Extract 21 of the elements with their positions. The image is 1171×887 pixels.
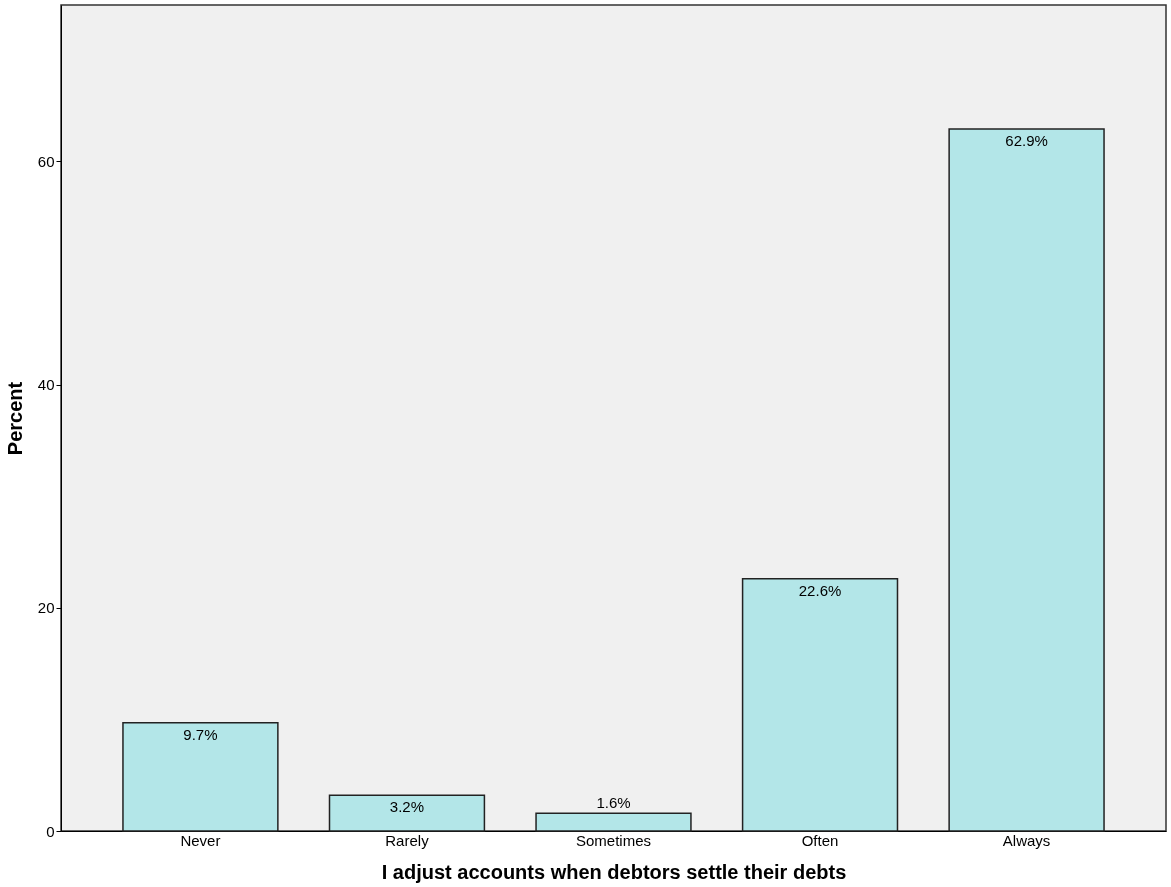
data-label: 9.7% [183,725,218,743]
y-tick-label: 40 [37,376,55,394]
x-tick-label: Rarely [385,831,430,849]
x-tick-label: Often [801,831,839,849]
x-tick-label: Sometimes [575,831,652,849]
x-tick-label: Never [180,831,221,849]
bar [535,812,692,832]
bar [948,128,1105,832]
bar [741,577,899,832]
y-tick-label: 0 [46,822,55,840]
bar [122,721,279,832]
y-tick-label: 60 [37,152,55,170]
x-tick-label: Always [1002,831,1051,849]
y-axis-title: Percent [3,381,26,456]
y-tick-label: 20 [37,599,55,617]
data-label: 1.6% [596,794,631,812]
data-label: 22.6% [798,581,842,599]
bar [328,794,486,832]
x-axis-title: I adjust accounts when debtors settle their debts [381,860,847,883]
data-label: 3.2% [389,798,425,816]
data-label: 62.9% [1005,131,1048,149]
